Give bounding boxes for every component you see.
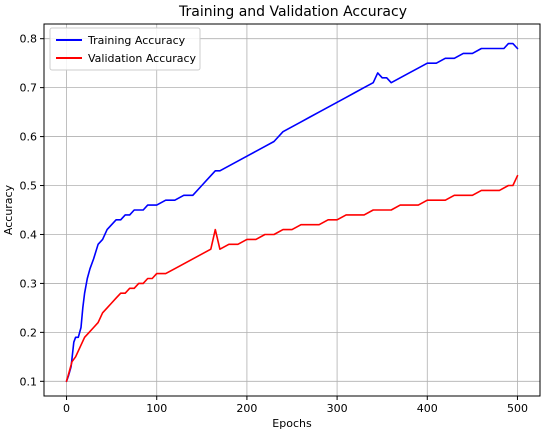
x-tick-label: 0 bbox=[63, 402, 70, 415]
legend-label-validation: Validation Accuracy bbox=[88, 52, 197, 65]
y-tick-label: 0.6 bbox=[20, 131, 38, 144]
y-tick-label: 0.5 bbox=[20, 180, 38, 193]
x-axis-label: Epochs bbox=[272, 417, 312, 430]
x-tick-label: 300 bbox=[327, 402, 348, 415]
plot-frame bbox=[43, 23, 541, 397]
x-tick-label: 500 bbox=[507, 402, 528, 415]
x-tick-label: 400 bbox=[417, 402, 438, 415]
y-tick-label: 0.3 bbox=[20, 277, 38, 290]
y-tick-label: 0.7 bbox=[20, 82, 38, 95]
y-axis-label: Accuracy bbox=[2, 184, 15, 235]
series-lines bbox=[65, 42, 519, 383]
training-accuracy-line bbox=[65, 42, 519, 383]
chart-title: Training and Validation Accuracy bbox=[178, 4, 407, 20]
legend: Training Accuracy Validation Accuracy bbox=[49, 27, 201, 71]
y-tick-label: 0.8 bbox=[20, 33, 38, 46]
x-tick-label: 100 bbox=[146, 402, 167, 415]
validation-accuracy-line bbox=[65, 174, 519, 383]
y-tick-label: 0.2 bbox=[20, 326, 38, 339]
x-tick-label: 200 bbox=[236, 402, 257, 415]
y-tick-label: 0.4 bbox=[20, 228, 38, 241]
axis-ticks: 0 100 200 300 400 500 0.1 0.2 0.3 0.4 0.5 0.6 0.7 0.8 bbox=[20, 33, 528, 415]
grid-lines bbox=[44, 24, 540, 396]
y-tick-label: 0.1 bbox=[20, 375, 38, 388]
legend-box bbox=[49, 27, 201, 71]
legend-label-training: Training Accuracy bbox=[87, 34, 186, 47]
